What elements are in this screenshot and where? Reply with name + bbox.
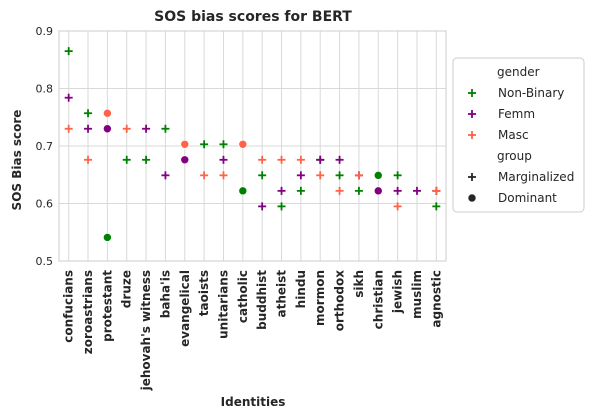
x-tick-label: protestant <box>100 270 114 342</box>
grid <box>59 30 446 262</box>
legend-title-gender: gender <box>497 65 540 79</box>
point-marginalized-femm <box>64 93 73 102</box>
x-tick-label: sikh <box>352 270 366 298</box>
x-tick-label: unitarians <box>216 270 230 339</box>
legend: gender Non-Binary Femm Masc group Marginalize… <box>452 57 585 213</box>
point-marginalized-masc <box>354 171 363 180</box>
point-marginalized-masc <box>296 155 305 164</box>
x-tick-labels: confucians zoroastrians protestant druze jeh… <box>62 270 444 392</box>
point-marginalized-masc <box>258 155 267 164</box>
point-dominant-nonbinary <box>238 186 248 196</box>
point-marginalized-nonbinary <box>296 186 305 195</box>
point-marginalized-nonbinary <box>122 155 131 164</box>
point-marginalized-nonbinary <box>200 140 209 149</box>
point-marginalized-masc <box>122 124 131 133</box>
point-marginalized-femm <box>277 186 286 195</box>
y-tick-label: 0.8 <box>36 83 54 96</box>
point-marginalized-nonbinary <box>142 155 151 164</box>
legend-marker-masc <box>468 131 476 139</box>
plot-frame <box>58 30 447 262</box>
point-marginalized-nonbinary <box>432 202 441 211</box>
legend-label-dominant: Dominant <box>498 191 557 205</box>
point-marginalized-femm <box>161 171 170 180</box>
point-marginalized-nonbinary <box>277 202 286 211</box>
point-dominant-femm <box>180 155 190 165</box>
x-axis-label: Identities <box>221 395 286 409</box>
point-marginalized-masc <box>84 155 93 164</box>
point-marginalized-nonbinary <box>161 124 170 133</box>
legend-label-masc: Masc <box>498 128 529 142</box>
x-tick-label: orthodox <box>333 270 347 332</box>
x-tick-label: muslim <box>410 270 424 319</box>
point-marginalized-nonbinary <box>258 171 267 180</box>
legend-title-group: group <box>497 149 532 163</box>
point-marginalized-nonbinary <box>335 171 344 180</box>
point-marginalized-masc <box>335 186 344 195</box>
point-dominant-masc <box>103 108 112 118</box>
point-marginalized-nonbinary <box>354 186 363 195</box>
legend-box <box>452 57 585 213</box>
point-marginalized-femm <box>296 171 305 180</box>
legend-marker-dominant <box>467 193 477 203</box>
legend-marker-femm <box>468 110 476 118</box>
point-dominant-femm <box>373 186 383 196</box>
point-marginalized-femm <box>258 202 267 211</box>
point-marginalized-femm <box>412 186 421 195</box>
x-tick-label: catholic <box>236 270 250 323</box>
data-points <box>64 47 441 242</box>
point-dominant-nonbinary <box>103 233 112 242</box>
point-marginalized-femm <box>393 186 402 195</box>
legend-marker-nonbinary <box>468 89 476 97</box>
chart-title: SOS bias scores for BERT <box>154 9 352 25</box>
point-marginalized-femm <box>219 155 228 164</box>
point-dominant-femm <box>103 124 112 134</box>
point-marginalized-masc <box>316 171 325 180</box>
x-tick-label: jehovah's witness <box>139 270 153 391</box>
x-tick-label: atheist <box>275 270 289 318</box>
legend-label-nonbinary: Non-Binary <box>498 86 564 100</box>
x-tick-label: confucians <box>62 270 76 343</box>
point-marginalized-femm <box>316 155 325 164</box>
point-dominant-masc <box>180 139 190 149</box>
y-axis-label: SOS Bias score <box>10 110 24 211</box>
y-tick-label: 0.7 <box>36 140 54 153</box>
point-marginalized-masc <box>432 186 441 195</box>
x-tick-label: jewish <box>391 270 405 314</box>
x-tick-label: evangelical <box>178 270 192 347</box>
x-tick-label: druze <box>120 270 134 308</box>
x-tick-label: zoroastrians <box>81 270 95 354</box>
x-tick-label: taoists <box>197 270 211 316</box>
point-marginalized-femm <box>142 124 151 133</box>
point-marginalized-masc <box>393 202 402 211</box>
x-tick-label: christian <box>371 270 385 329</box>
point-marginalized-masc <box>200 171 209 180</box>
point-marginalized-nonbinary <box>219 140 228 149</box>
point-marginalized-masc <box>64 124 73 133</box>
x-tick-label: buddhist <box>255 270 269 330</box>
x-tick-label: agnostic <box>429 270 443 328</box>
legend-marker-marginalized <box>468 173 476 181</box>
point-marginalized-nonbinary <box>84 109 93 118</box>
plot-border <box>58 30 447 262</box>
y-tick-label: 0.6 <box>36 198 54 211</box>
point-dominant-masc <box>238 139 248 149</box>
point-marginalized-femm <box>84 124 93 133</box>
point-marginalized-masc <box>219 171 228 180</box>
y-tick-label: 0.5 <box>36 255 54 268</box>
point-marginalized-masc <box>277 155 286 164</box>
legend-label-femm: Femm <box>498 107 535 121</box>
y-tick-label: 0.9 <box>36 25 54 38</box>
x-tick-label: baha'is <box>158 270 172 318</box>
y-tick-labels: 0.5 0.6 0.7 0.8 0.9 <box>36 25 54 268</box>
x-tick-label: hindu <box>294 270 308 308</box>
point-marginalized-nonbinary <box>393 171 402 180</box>
legend-label-marginalized: Marginalized <box>498 170 574 184</box>
x-tick-label: mormon <box>313 270 327 326</box>
point-dominant-nonbinary <box>373 171 383 180</box>
point-marginalized-femm <box>335 155 344 164</box>
point-marginalized-nonbinary <box>64 47 73 56</box>
